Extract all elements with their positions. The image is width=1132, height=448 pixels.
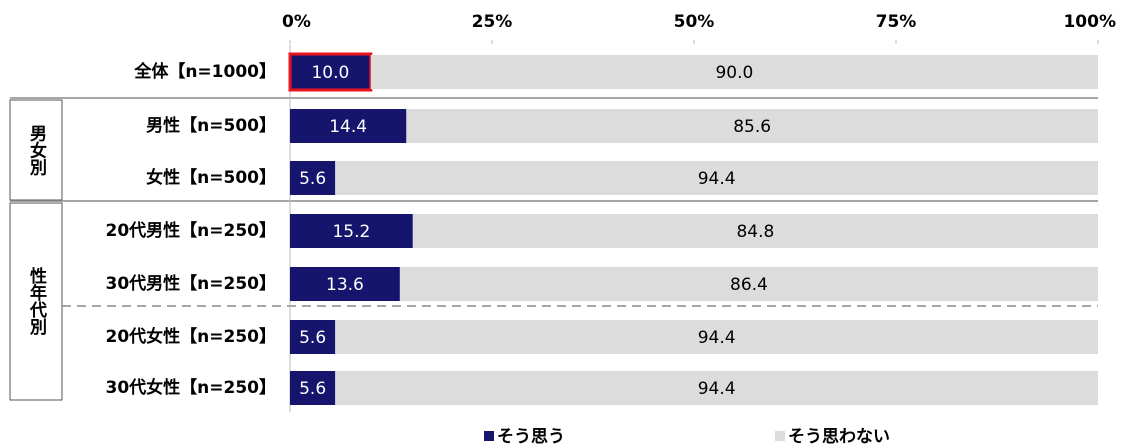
- category-label: 20代男性【n=250】: [106, 220, 277, 241]
- bar-segment: [290, 371, 336, 405]
- data-label: 86.4: [730, 275, 768, 295]
- bar-segment: [290, 214, 413, 248]
- data-label: 94.4: [698, 328, 736, 348]
- category-label: 30代男性【n=250】: [106, 273, 277, 294]
- data-label: 10.0: [311, 63, 349, 83]
- data-label: 5.6: [299, 379, 326, 399]
- bar-segment: [290, 55, 371, 89]
- legend-label: そう思わない: [788, 427, 890, 447]
- data-label: 94.4: [698, 169, 736, 189]
- bar-segment: [335, 161, 1098, 195]
- group-label: 男女別: [26, 124, 48, 176]
- category-label: 30代女性【n=250】: [106, 377, 277, 398]
- category-label: 女性【n=500】: [146, 167, 276, 188]
- bar-segment: [335, 320, 1098, 354]
- data-label: 90.0: [715, 63, 753, 83]
- bar-segment: [290, 320, 336, 354]
- bar-segment: [370, 55, 1098, 89]
- data-label: 5.6: [299, 328, 326, 348]
- legend-label: そう思う: [497, 427, 565, 447]
- x-tick-label: 25%: [472, 12, 513, 32]
- category-label: 全体【n=1000】: [133, 61, 276, 82]
- bar-segment: [290, 161, 336, 195]
- bar-segment: [412, 214, 1098, 248]
- legend-swatch: [484, 431, 494, 441]
- group-box: [9, 202, 63, 401]
- data-label: 14.4: [329, 117, 367, 137]
- x-tick-label: 75%: [876, 12, 917, 32]
- category-label: 20代女性【n=250】: [106, 326, 277, 347]
- bar-segment: [290, 109, 407, 143]
- bar-segment: [406, 109, 1098, 143]
- group-box: [9, 99, 63, 201]
- data-label: 84.8: [736, 222, 774, 242]
- data-label: 85.6: [733, 117, 771, 137]
- bar-segment: [399, 267, 1098, 301]
- category-label: 男性【n=500】: [146, 115, 276, 136]
- x-tick-label: 50%: [674, 12, 715, 32]
- group-label: 性年代別: [26, 266, 48, 336]
- data-label: 94.4: [698, 379, 736, 399]
- legend-swatch: [775, 431, 785, 441]
- bar-segment: [290, 267, 400, 301]
- x-tick-label: 0%: [282, 12, 311, 32]
- data-label: 15.2: [332, 222, 370, 242]
- data-label: 5.6: [299, 169, 326, 189]
- x-tick-label: 100%: [1063, 12, 1116, 32]
- bar-segment: [335, 371, 1098, 405]
- data-label: 13.6: [326, 275, 364, 295]
